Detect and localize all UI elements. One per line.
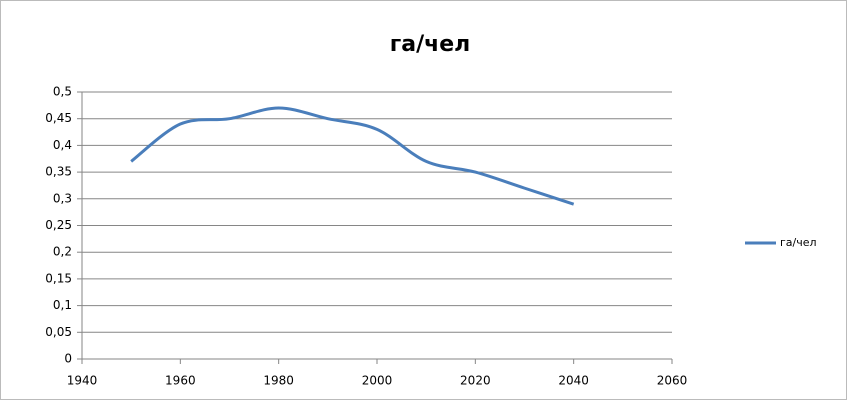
- x-tick-label: 2060: [657, 374, 688, 388]
- x-tick-label: 2020: [460, 374, 491, 388]
- y-tick-label: 0,1: [53, 298, 72, 312]
- y-tick-label: 0: [64, 352, 72, 366]
- chart-title: га/чел: [390, 32, 471, 57]
- y-tick-label: 0,45: [45, 111, 72, 125]
- y-tick-label: 0,25: [45, 218, 72, 232]
- y-tick-label: 0,5: [53, 85, 72, 99]
- x-tick-label: 1960: [165, 374, 196, 388]
- y-tick-label: 0,15: [45, 271, 72, 285]
- y-tick-label: 0,05: [45, 325, 72, 339]
- x-tick-label: 2040: [558, 374, 589, 388]
- y-tick-label: 0,4: [53, 138, 72, 152]
- legend-label: га/чел: [780, 236, 817, 249]
- x-tick-label: 2000: [362, 374, 393, 388]
- y-tick-label: 0,3: [53, 191, 72, 205]
- x-tick-label: 1980: [263, 374, 294, 388]
- series-line: [130, 106, 575, 206]
- y-tick-label: 0,2: [53, 245, 72, 259]
- x-tick-label: 1940: [67, 374, 98, 388]
- y-tick-label: 0,35: [45, 165, 72, 179]
